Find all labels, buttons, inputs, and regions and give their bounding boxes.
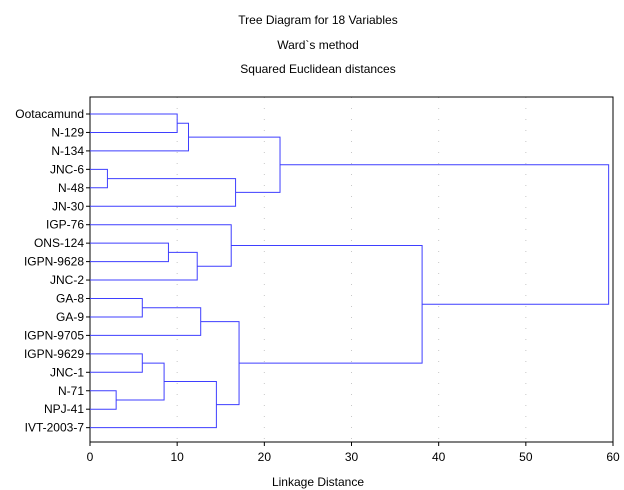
leaf-label: N-129: [51, 125, 84, 139]
leaf-label: ONS-124: [34, 236, 84, 250]
leaf-label: GA-9: [56, 310, 84, 324]
dendrogram-link: [90, 113, 178, 133]
chart-subtitle-method: Ward`s method: [277, 38, 359, 52]
x-tick-label: 10: [170, 450, 184, 464]
chart-title: Tree Diagram for 18 Variables: [238, 13, 397, 27]
leaf-label: IGPN-9628: [24, 255, 84, 269]
leaf-label: JN-30: [52, 199, 84, 213]
leaf-label: Ootacamund: [15, 107, 84, 121]
dendrogram-link: [90, 178, 237, 207]
dendrogram-link: [90, 381, 217, 429]
leaf-label: IGPN-9705: [24, 328, 84, 342]
leaf-label: N-71: [58, 384, 84, 398]
dendrogram-link: [90, 251, 198, 281]
x-tick-label: 60: [606, 450, 620, 464]
dendrogram-link: [90, 307, 202, 336]
dendrogram-link: [231, 244, 423, 364]
x-tick-label: 30: [345, 450, 359, 464]
grid-lines: [176, 97, 527, 442]
dendrogram-link: [90, 168, 108, 189]
leaf-label: N-48: [58, 181, 84, 195]
x-axis-ticks: 0 10 20 30 40 50 60: [87, 442, 620, 464]
dendrogram-link: [90, 353, 143, 373]
x-tick-label: 50: [519, 450, 533, 464]
dendrogram-link: [280, 164, 610, 305]
dendrogram-link: [200, 321, 240, 406]
leaf-label: IGP-76: [46, 218, 84, 232]
leaf-label: N-134: [51, 144, 84, 158]
dendrogram-link: [90, 390, 117, 410]
dendrogram-link: [188, 136, 281, 193]
leaf-label: JNC-2: [50, 273, 84, 287]
dendrogram-link: [90, 242, 169, 263]
leaf-label: JNC-6: [50, 162, 84, 176]
leaf-label: IVT-2003-7: [25, 421, 85, 435]
x-tick-label: 0: [87, 450, 94, 464]
dendrogram-link: [90, 298, 143, 318]
x-tick-label: 40: [432, 450, 446, 464]
dendrogram-link: [90, 122, 189, 152]
leaf-label: JNC-1: [50, 365, 84, 379]
leaf-label: IGPN-9629: [24, 347, 84, 361]
dendrogram-link: [90, 224, 232, 267]
leaf-label: GA-8: [56, 292, 84, 306]
dendrogram-link: [116, 362, 165, 401]
x-axis-label: Linkage Distance: [272, 475, 364, 489]
leaf-label: NPJ-41: [44, 402, 84, 416]
leaf-labels: Ootacamund N-129 N-134 JNC-6 N-48 JN-30 IGP-76…: [15, 107, 90, 435]
plot-frame: [89, 96, 614, 443]
x-tick-label: 20: [258, 450, 272, 464]
dendrogram-links: [90, 113, 610, 429]
chart-subtitle-distance: Squared Euclidean distances: [240, 62, 395, 76]
